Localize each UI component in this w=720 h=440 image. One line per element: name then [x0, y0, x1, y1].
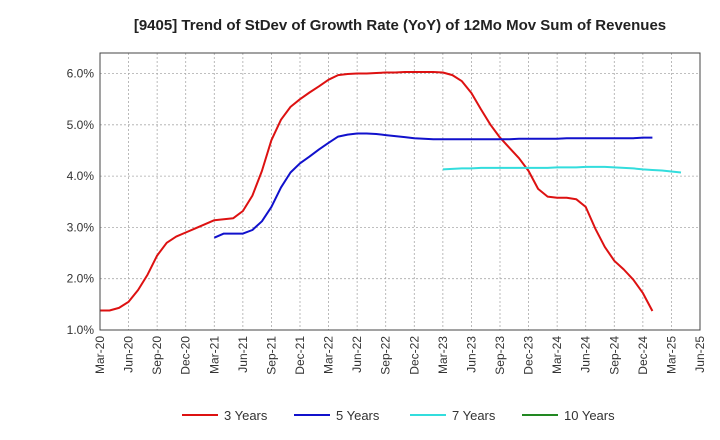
y-tick-label: 1.0% — [67, 323, 95, 337]
x-tick-label: Sep-20 — [150, 336, 164, 375]
y-tick-label: 2.0% — [67, 272, 95, 286]
x-tick-label: Jun-25 — [693, 336, 707, 373]
x-tick-label: Jun-24 — [579, 336, 593, 373]
plot-border — [99, 52, 701, 331]
x-tick-label: Jun-21 — [236, 336, 250, 373]
x-tick-label: Mar-24 — [550, 336, 564, 374]
x-tick-label: Dec-22 — [407, 336, 421, 375]
x-tick-label: Sep-22 — [379, 336, 393, 375]
y-tick-label: 3.0% — [67, 220, 95, 234]
y-tick-label: 6.0% — [67, 67, 95, 81]
x-tick-label: Dec-21 — [293, 336, 307, 375]
x-tick-label: Mar-25 — [664, 336, 678, 374]
x-tick-label: Sep-23 — [493, 336, 507, 375]
legend: 3 Years 5 Years 7 Years 10 Years — [182, 408, 615, 423]
x-tick-label: Mar-23 — [436, 336, 450, 374]
legend-label: 7 Years — [452, 408, 496, 423]
x-tick-label: Dec-20 — [179, 336, 193, 375]
legend-label: 5 Years — [336, 408, 380, 423]
series-lines — [100, 71, 682, 312]
y-tick-label: 5.0% — [67, 118, 95, 132]
y-tick-label: 4.0% — [67, 169, 95, 183]
x-tick-label: Jun-23 — [464, 336, 478, 373]
series-line-5-years — [213, 132, 653, 239]
plot-area — [100, 53, 700, 330]
x-tick-label: Mar-22 — [322, 336, 336, 374]
x-tick-label: Sep-24 — [607, 336, 621, 375]
x-tick-label: Dec-24 — [636, 336, 650, 375]
y-axis: 1.0% 2.0% 3.0% 4.0% 5.0% 6.0% — [67, 67, 95, 337]
legend-label: 10 Years — [564, 408, 615, 423]
x-axis: Mar-20 Jun-20 Sep-20 Dec-20 Mar-21 Jun-21 Sep-… — [93, 336, 707, 375]
series-line-3-years — [100, 71, 654, 312]
x-tick-label: Jun-20 — [122, 336, 136, 373]
x-tick-label: Mar-20 — [93, 336, 107, 374]
x-tick-label: Sep-21 — [264, 336, 278, 375]
x-tick-label: Dec-23 — [522, 336, 536, 375]
chart-title: [9405] Trend of StDev of Growth Rate (Yo… — [134, 17, 666, 34]
legend-label: 3 Years — [224, 408, 268, 423]
x-tick-label: Jun-22 — [350, 336, 364, 373]
x-tick-label: Mar-21 — [207, 336, 221, 374]
series-line-7-years — [442, 165, 682, 174]
